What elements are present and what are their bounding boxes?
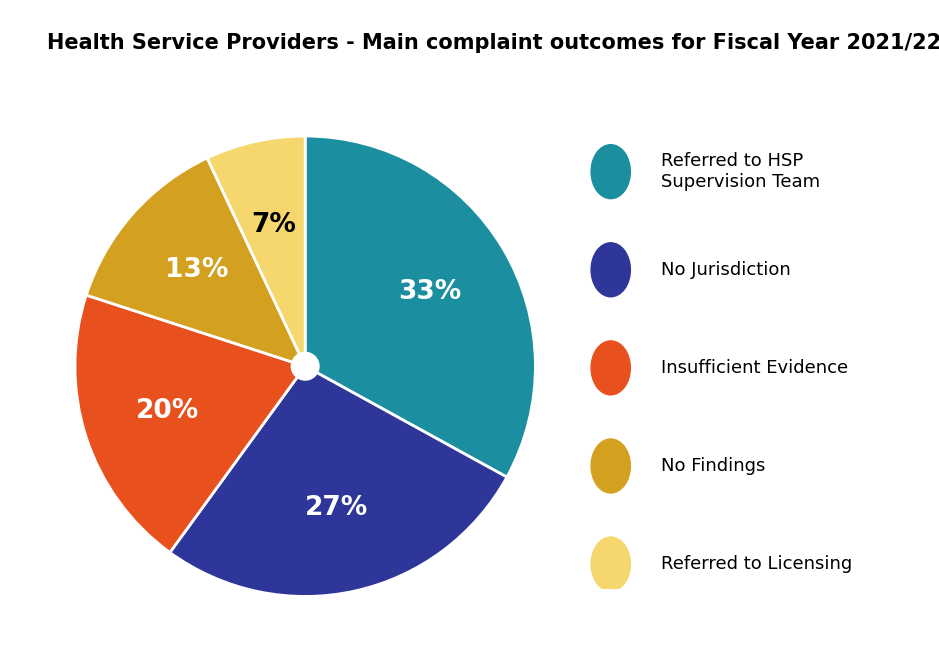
- Text: 20%: 20%: [135, 398, 199, 424]
- Text: Insufficient Evidence: Insufficient Evidence: [661, 359, 848, 377]
- Circle shape: [592, 341, 630, 395]
- Text: No Jurisdiction: No Jurisdiction: [661, 261, 791, 279]
- Wedge shape: [208, 136, 305, 366]
- Circle shape: [592, 439, 630, 493]
- Circle shape: [592, 145, 630, 199]
- Circle shape: [291, 353, 319, 380]
- Wedge shape: [86, 158, 305, 366]
- Text: 27%: 27%: [305, 495, 368, 521]
- Wedge shape: [75, 295, 305, 553]
- Circle shape: [592, 537, 630, 591]
- Text: 33%: 33%: [398, 279, 462, 305]
- Text: 7%: 7%: [251, 212, 296, 237]
- Circle shape: [592, 243, 630, 297]
- Text: Referred to HSP
Supervision Team: Referred to HSP Supervision Team: [661, 152, 820, 191]
- Wedge shape: [305, 136, 535, 477]
- Text: 13%: 13%: [164, 257, 228, 283]
- Text: No Findings: No Findings: [661, 457, 765, 475]
- Text: Referred to Licensing: Referred to Licensing: [661, 555, 852, 573]
- Wedge shape: [170, 366, 507, 596]
- Text: Health Service Providers - Main complaint outcomes for Fiscal Year 2021/22: Health Service Providers - Main complain…: [47, 33, 939, 53]
